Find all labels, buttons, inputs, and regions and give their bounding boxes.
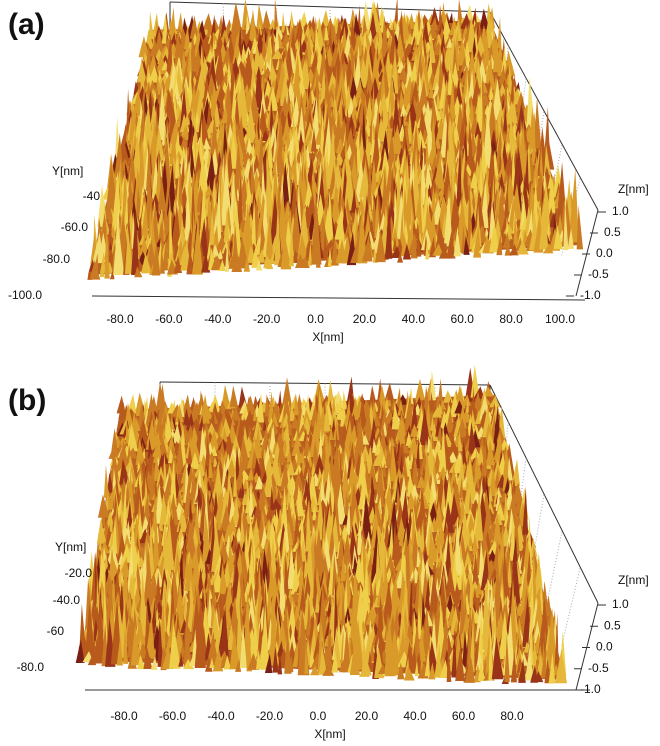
x-tick-label: 80.0 [499, 312, 523, 326]
z-axis-title: Z[nm] [618, 182, 649, 196]
surface-spike [449, 12, 453, 23]
surface-spike [249, 9, 257, 40]
y-tick-label: -60.0 [61, 220, 89, 234]
z-tick-label: -1.0 [580, 288, 601, 302]
x-tick-label: -60.0 [155, 312, 183, 326]
surface-plot [76, 365, 598, 690]
surface-spike [262, 10, 271, 29]
x-tick-label: -40.0 [204, 312, 232, 326]
z-tick-label: -0.5 [588, 267, 609, 281]
x-tick-label: 20.0 [353, 312, 377, 326]
z-tick-label: 0.0 [596, 246, 613, 260]
z-tick-label: 1.0 [612, 204, 629, 218]
x-tick-label: 40.0 [402, 312, 426, 326]
surface-plot [87, 0, 598, 300]
grid-line [547, 532, 562, 602]
z-tick-label: 0.5 [604, 225, 621, 239]
x-axis-title: X[nm] [312, 330, 343, 344]
surface-spike [230, 386, 239, 408]
y-tick-label: -40 [83, 189, 101, 203]
surface-spike [385, 383, 394, 401]
surface-spike [443, 390, 454, 403]
y-tick-label: -80.0 [43, 252, 71, 266]
grid-line [562, 568, 580, 646]
surface-spike [415, 379, 425, 400]
y-axis-title: Y[nm] [52, 164, 83, 178]
x-tick-label: 100.0 [545, 312, 575, 326]
x-tick-label: -20.0 [253, 312, 281, 326]
x-tick-label: 60.0 [451, 312, 475, 326]
surface-spike [238, 387, 247, 408]
y-tick-label: -100.0 [8, 288, 42, 302]
surface-spike [177, 12, 183, 32]
surface-spike [438, 379, 443, 401]
panel-label: (a) [8, 8, 45, 41]
surface-spike [274, 0, 278, 29]
frame-line [92, 296, 585, 300]
x-tick-label: 0.0 [307, 312, 324, 326]
surface-spike [577, 205, 583, 249]
x-tick-label: -80.0 [106, 312, 134, 326]
